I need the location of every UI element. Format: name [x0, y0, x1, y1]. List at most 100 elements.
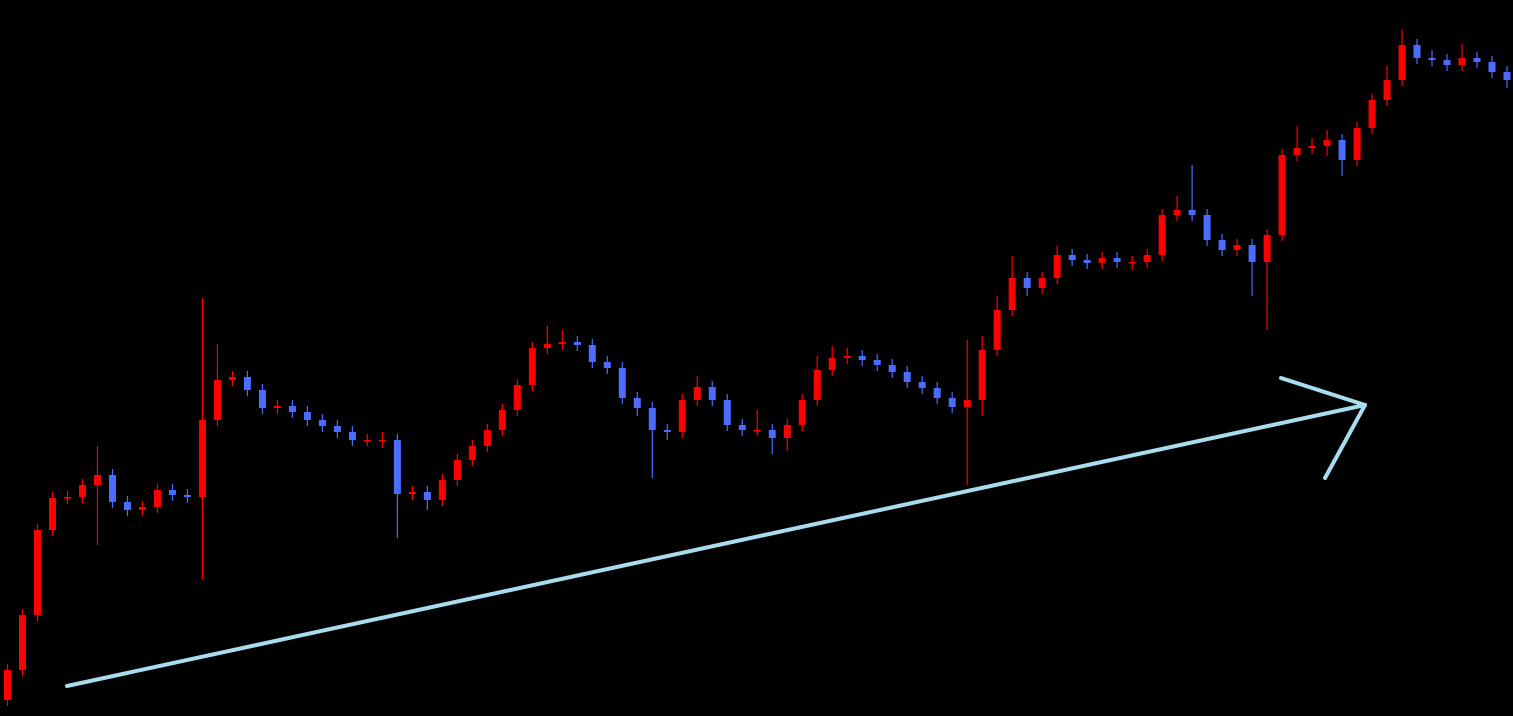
candle-body — [633, 398, 641, 408]
candle-body — [1248, 245, 1256, 262]
candle-body — [18, 615, 26, 670]
candle-body — [63, 497, 71, 499]
candle-body — [1488, 62, 1496, 72]
candle-body — [198, 420, 206, 497]
candle-body — [273, 406, 281, 408]
candle-body — [663, 430, 671, 432]
candle-body — [1068, 255, 1076, 260]
arrow-shaft — [65, 403, 1367, 688]
candle-body — [1218, 240, 1226, 250]
candle-body — [138, 507, 146, 510]
candle-body — [528, 348, 536, 385]
candle-body — [408, 492, 416, 494]
candle-body — [888, 365, 896, 372]
candle-body — [1368, 100, 1376, 128]
candle-body — [573, 342, 581, 345]
candle-body — [1428, 58, 1436, 60]
candle-body — [993, 310, 1001, 350]
candle-body — [288, 406, 296, 412]
candle-body — [693, 387, 701, 400]
candle-body — [183, 495, 191, 497]
candle-body — [1158, 215, 1166, 255]
candle-body — [978, 350, 986, 400]
candle-body — [1023, 278, 1031, 288]
candle-body — [1098, 258, 1106, 263]
candle-body — [1398, 45, 1406, 80]
candle-body — [243, 377, 251, 390]
candle-body — [1338, 140, 1346, 160]
candle-body — [813, 370, 821, 400]
candle-body — [753, 430, 761, 432]
candle-body — [828, 358, 836, 370]
candle-body — [153, 490, 161, 507]
candle-body — [483, 430, 491, 446]
candle-body — [228, 377, 236, 380]
candle-body — [678, 400, 686, 432]
candle-body — [708, 387, 716, 400]
candle-body — [303, 412, 311, 420]
candle-body — [93, 475, 101, 485]
candle-body — [1128, 262, 1136, 264]
candle-body — [903, 372, 911, 382]
candle-body — [843, 356, 851, 358]
candle-body — [1188, 210, 1196, 215]
arrow-head — [1279, 376, 1367, 407]
candle-body — [378, 440, 386, 442]
candle-body — [393, 440, 401, 494]
candle-body — [558, 342, 566, 344]
candle-body — [948, 398, 956, 407]
candle-body — [768, 430, 776, 438]
candle-body — [1143, 255, 1151, 262]
candle-body — [963, 400, 971, 407]
candle-body — [1113, 258, 1121, 262]
candle-body — [258, 390, 266, 408]
candle-body — [1233, 245, 1241, 250]
candle-body — [78, 485, 86, 497]
candle-body — [543, 344, 551, 348]
candle-body — [1038, 278, 1046, 288]
candle-body — [618, 368, 626, 398]
candle-body — [513, 385, 521, 410]
candle-body — [168, 490, 176, 495]
candle-body — [1413, 45, 1421, 58]
candle-body — [1353, 128, 1361, 160]
candle-body — [723, 400, 731, 425]
trend-arrow — [65, 376, 1367, 688]
candle-body — [123, 502, 131, 510]
candle-body — [1458, 58, 1466, 65]
candle-body — [858, 356, 866, 360]
candle-body — [438, 480, 446, 500]
candle-body — [1323, 140, 1331, 146]
candle-body — [33, 530, 41, 615]
candle-body — [1293, 148, 1301, 155]
candle-body — [1383, 80, 1391, 100]
candle-body — [363, 440, 371, 442]
candle-body — [1053, 255, 1061, 278]
candle-body — [468, 446, 476, 460]
candle-body — [423, 492, 431, 500]
candle-body — [738, 425, 746, 430]
candle-body — [1278, 155, 1286, 235]
candle-body — [603, 362, 611, 368]
candle-body — [333, 426, 341, 432]
candle-body — [348, 432, 356, 440]
candle-body — [783, 425, 791, 438]
candle-body — [1503, 72, 1511, 80]
candle-body — [1443, 60, 1451, 65]
candle-body — [48, 498, 56, 530]
candle-body — [3, 670, 11, 700]
candle-body — [918, 382, 926, 388]
candle-body — [1008, 278, 1016, 310]
candle-body — [1263, 235, 1271, 262]
candle-body — [588, 345, 596, 362]
candle-body — [453, 460, 461, 480]
candle-body — [1473, 58, 1481, 62]
candle-body — [873, 360, 881, 365]
candle-body — [1083, 260, 1091, 263]
candle-body — [933, 388, 941, 398]
candle-body — [213, 380, 221, 420]
candle-body — [108, 475, 116, 502]
